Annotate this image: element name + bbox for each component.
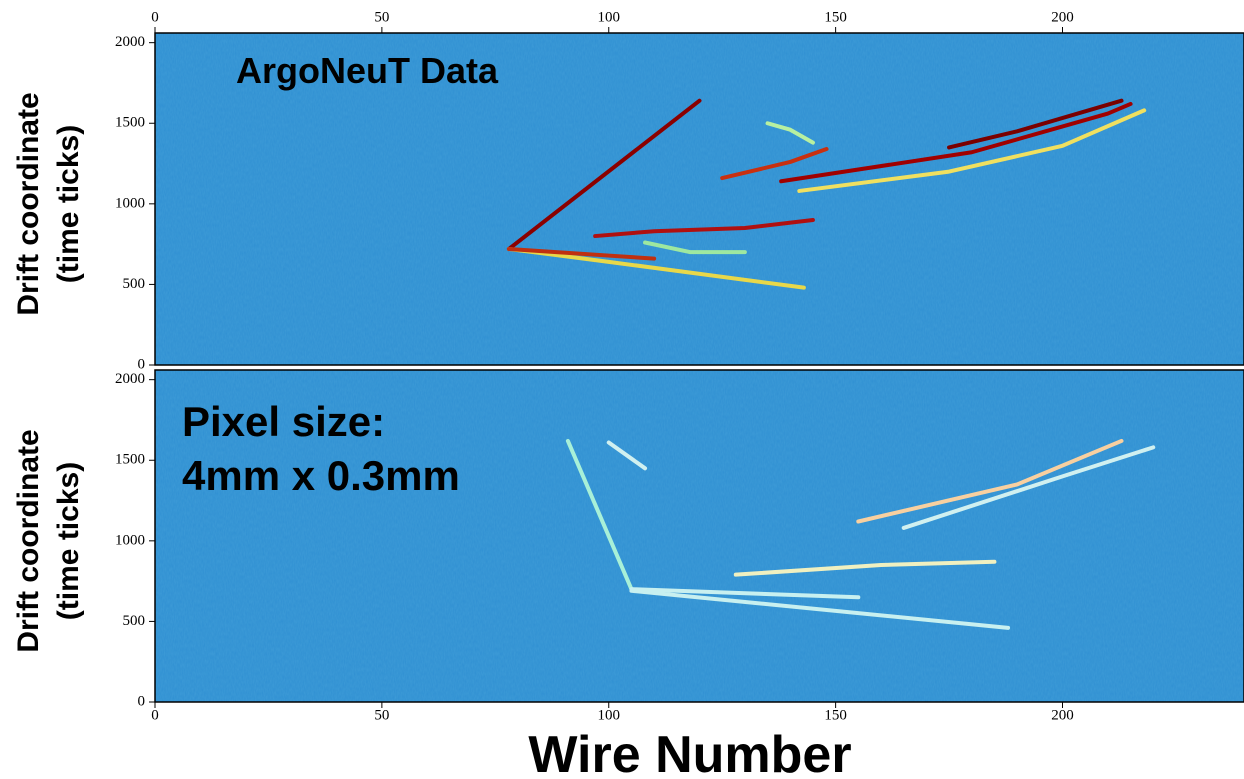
track — [506, 246, 657, 261]
y-tick-label: 500 — [123, 276, 146, 292]
y-tick-label: 1000 — [115, 532, 145, 548]
y-tick-label: 1500 — [115, 115, 145, 131]
x-tick-label: 0 — [151, 707, 159, 723]
x-tick-label: 200 — [1051, 9, 1074, 25]
track — [506, 98, 702, 251]
annotation: Pixel size: — [182, 398, 385, 445]
y-axis-label: Drift coordinate — [12, 92, 45, 315]
x-tick-label: 100 — [598, 9, 621, 25]
track — [629, 588, 1011, 630]
track — [643, 240, 747, 255]
x-tick-label: 200 — [1051, 707, 1074, 723]
x-tick-label: 150 — [824, 707, 847, 723]
track — [779, 101, 1133, 184]
y-tick-label: 500 — [123, 613, 146, 629]
x-tick-label: 0 — [151, 9, 159, 25]
track — [765, 121, 815, 145]
y-tick-label: 0 — [138, 356, 146, 372]
plot-frame — [154, 32, 1244, 366]
y-tick-label: 0 — [138, 693, 146, 709]
track — [606, 440, 648, 471]
track — [947, 98, 1124, 150]
track — [720, 147, 829, 181]
noise — [155, 33, 1244, 365]
track — [733, 559, 997, 577]
noise — [155, 370, 1244, 702]
x-tick-label: 50 — [374, 9, 389, 25]
track — [629, 587, 861, 600]
y-axis-label: Drift coordinate — [12, 429, 45, 652]
x-tick-label: 150 — [824, 9, 847, 25]
annotation: 4mm x 0.3mm — [182, 452, 460, 499]
x-axis-label: Wire Number — [528, 726, 851, 779]
annotation: ArgoNeuT Data — [236, 50, 499, 91]
y-tick-label: 2000 — [115, 34, 145, 50]
track — [506, 246, 806, 290]
y-axis-label: (time ticks) — [52, 125, 85, 283]
track — [856, 438, 1124, 524]
x-tick-label: 100 — [598, 707, 621, 723]
y-axis-label: (time ticks) — [52, 462, 85, 620]
x-tick-label: 50 — [374, 707, 389, 723]
y-tick-label: 2000 — [115, 371, 145, 387]
y-tick-label: 1500 — [115, 452, 145, 468]
track — [797, 108, 1147, 193]
track — [593, 217, 815, 239]
track — [901, 445, 1156, 530]
track — [565, 438, 634, 592]
plot-frame — [154, 369, 1244, 703]
y-tick-label: 1000 — [115, 195, 145, 211]
